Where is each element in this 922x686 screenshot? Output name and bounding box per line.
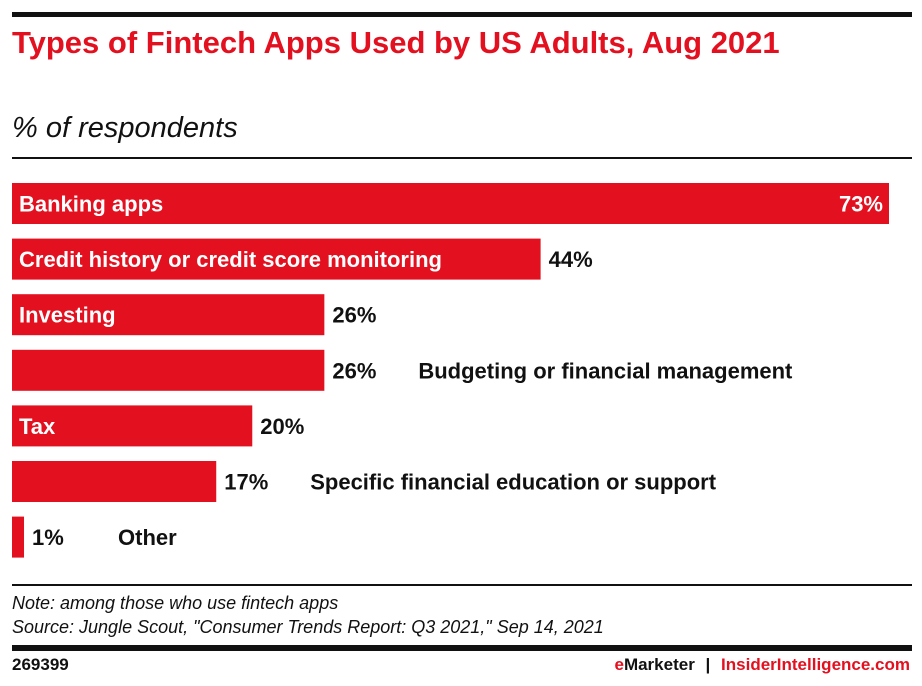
value-label: 20%: [260, 414, 304, 439]
bar: [12, 349, 325, 391]
category-label: Budgeting or financial management: [418, 358, 793, 383]
bar: [12, 516, 25, 558]
bar: [12, 238, 541, 280]
value-label: 73%: [839, 192, 883, 217]
bar: [12, 405, 253, 447]
chart-title: Types of Fintech Apps Used by US Adults,…: [12, 25, 780, 60]
bar: [12, 183, 889, 224]
value-label: 26%: [332, 358, 376, 383]
header-divider: [12, 157, 912, 159]
category-label: Tax: [19, 414, 56, 439]
notes-divider: [12, 584, 912, 586]
value-label: 1%: [32, 525, 64, 550]
category-label: Credit history or credit score monitorin…: [19, 247, 442, 272]
bar: [12, 461, 217, 502]
value-label: 26%: [332, 303, 376, 328]
category-label: Specific financial education or support: [310, 470, 717, 495]
brand-name: Marketer: [623, 655, 695, 674]
value-label: 17%: [224, 470, 268, 495]
footer-divider: [12, 645, 912, 651]
brand-separator: |: [705, 655, 711, 674]
brand-footer: eMarketer | InsiderIntelligence.com: [614, 655, 910, 675]
top-border: [12, 12, 912, 17]
note-text: Note: among those who use fintech apps: [12, 593, 339, 613]
brand-site[interactable]: InsiderIntelligence.com: [721, 655, 910, 674]
source-text: Source: Jungle Scout, "Consumer Trends R…: [12, 617, 604, 637]
category-label: Banking apps: [19, 192, 163, 217]
chart-id: 269399: [12, 655, 69, 674]
chart-subtitle: % of respondents: [12, 112, 238, 144]
bar: [12, 294, 325, 336]
brand-e: e: [614, 655, 624, 674]
category-label: Investing: [19, 303, 116, 328]
value-label: 44%: [549, 247, 593, 272]
category-label: Other: [118, 525, 177, 550]
